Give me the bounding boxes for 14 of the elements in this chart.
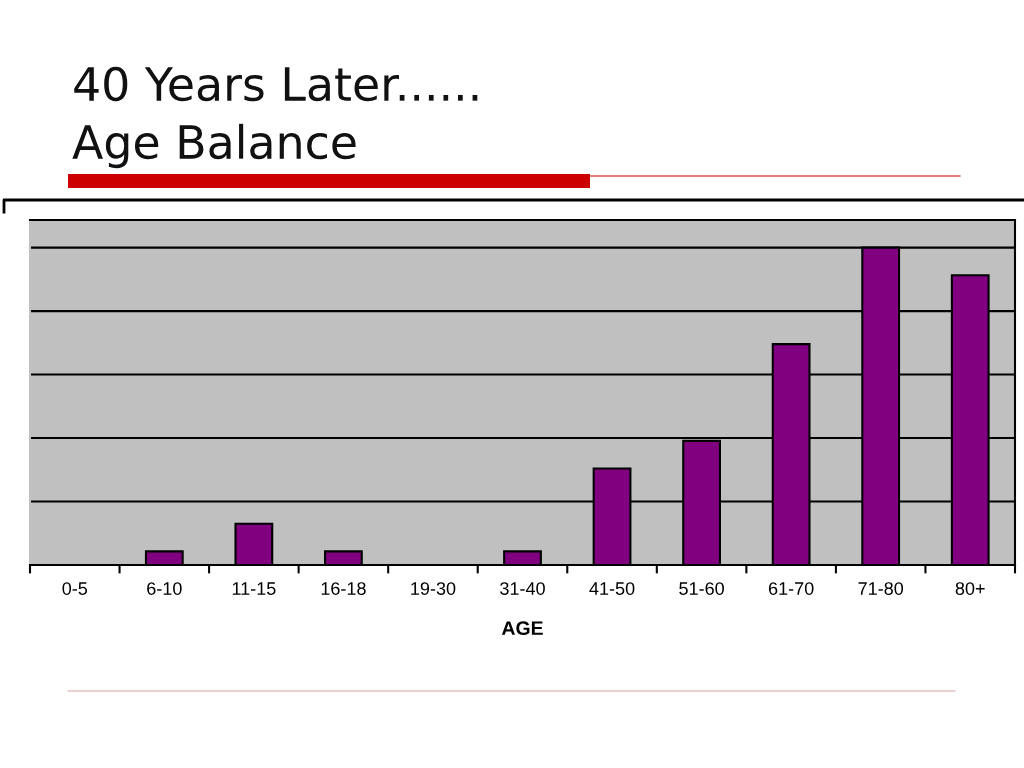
chart-subtitle: Age Balance [72,123,356,169]
x-tick-label: 0-5 [62,582,88,595]
x-tick-label: 31-40 [500,582,545,595]
x-tick-label: 19-30 [411,582,456,595]
x-tick-label: 71-80 [858,582,904,595]
x-tick-label: 41-50 [589,582,635,595]
x-tick-label: 16-18 [321,582,366,595]
x-tick-label: 6-10 [147,582,182,595]
x-tick-label: 61-70 [768,582,814,595]
x-tick-label: 11-15 [232,582,276,595]
x-tick-label: 51-60 [679,582,724,595]
x-axis-title: AGE [501,621,543,635]
x-tick-label: 80+ [955,582,985,595]
chart-title: 40 Years Later...... [74,66,478,102]
